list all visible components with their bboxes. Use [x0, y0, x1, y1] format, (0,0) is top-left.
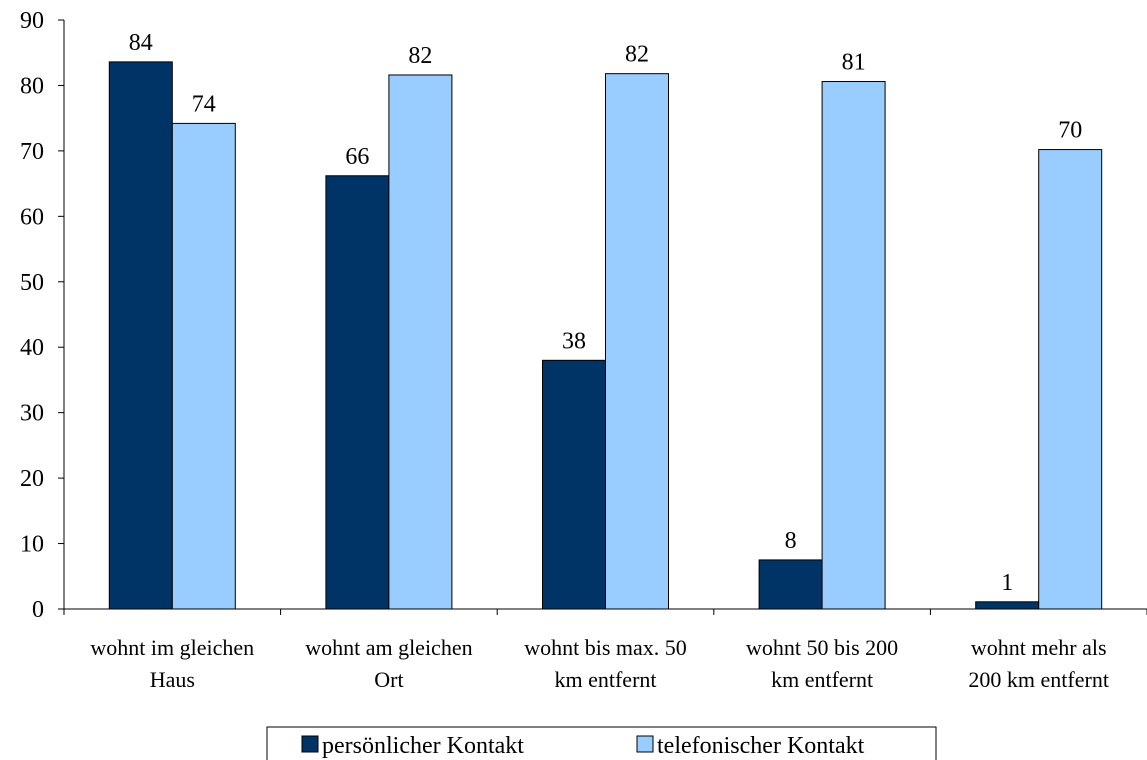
bar [542, 359, 606, 610]
y-tick-label: 20 [20, 466, 44, 492]
y-tick-label: 80 [20, 73, 44, 99]
legend-box [266, 726, 937, 760]
y-tick-label: 50 [20, 270, 44, 296]
legend-swatch [301, 735, 319, 753]
data-label: 84 [129, 30, 153, 56]
data-label: 82 [625, 42, 649, 68]
x-category-label: km entfernt [771, 667, 873, 692]
y-tick-label: 90 [20, 8, 44, 34]
legend-swatch [636, 735, 654, 753]
data-label: 70 [1058, 118, 1082, 144]
bar [171, 122, 236, 610]
x-category-label: wohnt am gleichen [305, 635, 472, 660]
legend-label: persönlicher Kontakt [322, 733, 524, 759]
y-tick-label: 10 [20, 532, 44, 558]
x-category-label: wohnt 50 bis 200 [746, 635, 898, 660]
bar [388, 74, 453, 610]
x-category-label: km entfernt [554, 667, 656, 692]
data-label: 38 [562, 328, 586, 354]
y-tick-label: 70 [20, 139, 44, 165]
bar [325, 175, 390, 610]
bar [821, 81, 886, 610]
bar [108, 61, 173, 610]
x-category-label: wohnt bis max. 50 [524, 635, 687, 660]
data-label: 81 [842, 50, 866, 76]
x-category-label: Ort [374, 667, 403, 692]
x-category-label: 200 km entfernt [968, 667, 1109, 692]
bar [758, 559, 823, 610]
data-label: 1 [1001, 570, 1013, 596]
legend-label: telefonischer Kontakt [657, 733, 865, 759]
y-tick-label: 30 [20, 401, 44, 427]
x-category-label: Haus [150, 667, 195, 692]
x-category-label: wohnt im gleichen [90, 635, 254, 660]
data-label: 8 [785, 528, 797, 554]
bar [1038, 149, 1103, 610]
y-tick-label: 40 [20, 335, 44, 361]
y-tick-label: 0 [32, 597, 44, 623]
y-tick-label: 60 [20, 204, 44, 230]
data-label: 74 [192, 91, 216, 117]
bar [975, 601, 1040, 610]
data-label: 82 [408, 43, 432, 69]
x-category-label: wohnt mehr als [971, 635, 1107, 660]
data-label: 66 [345, 144, 369, 170]
bar [605, 73, 669, 610]
